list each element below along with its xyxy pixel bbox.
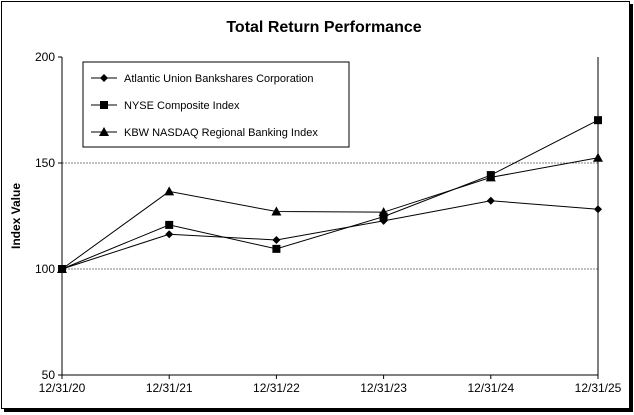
series-line xyxy=(61,119,599,270)
series-triangle xyxy=(57,152,603,273)
x-tick-label: 12/31/25 xyxy=(575,381,622,395)
data-point-square xyxy=(165,220,174,229)
data-point-square xyxy=(594,116,602,125)
data-point-diamond xyxy=(165,230,174,239)
legend-label: KBW NASDAQ Regional Banking Index xyxy=(124,127,318,139)
data-point-triangle xyxy=(485,172,496,182)
data-point-square xyxy=(379,212,388,221)
data-point-diamond xyxy=(486,196,495,205)
y-tick-label: 100 xyxy=(35,262,55,276)
series-line xyxy=(61,200,599,270)
series-diamond xyxy=(58,196,602,273)
chart-title: Total Return Performance xyxy=(226,19,421,36)
data-point-diamond xyxy=(272,235,281,244)
x-tick-label: 12/31/23 xyxy=(360,381,407,395)
legend-label: Atlantic Union Bankshares Corporation xyxy=(124,73,314,85)
x-tick-label: 12/31/21 xyxy=(146,381,193,395)
series-line xyxy=(61,157,599,270)
x-tick-label: 12/31/24 xyxy=(467,381,514,395)
data-point-square xyxy=(272,244,281,253)
x-tick-label: 12/31/20 xyxy=(39,381,86,395)
y-tick-label: 150 xyxy=(35,156,55,170)
legend-marker-square xyxy=(100,101,108,109)
x-tick-label: 12/31/22 xyxy=(253,381,300,395)
y-axis-label: Index Value xyxy=(9,183,23,249)
data-point-triangle xyxy=(57,264,67,273)
data-point-triangle xyxy=(378,207,389,217)
data-point-triangle xyxy=(593,152,603,162)
legend-marker-triangle xyxy=(99,127,109,136)
data-point-triangle xyxy=(164,186,175,196)
legend-box xyxy=(82,61,350,148)
legend-label: NYSE Composite Index xyxy=(124,100,240,112)
y-tick-label: 200 xyxy=(35,50,55,64)
y-tick-label: 50 xyxy=(42,368,56,382)
legend-marker-diamond xyxy=(100,74,108,82)
data-point-diamond xyxy=(594,205,602,214)
data-point-triangle xyxy=(271,206,282,216)
